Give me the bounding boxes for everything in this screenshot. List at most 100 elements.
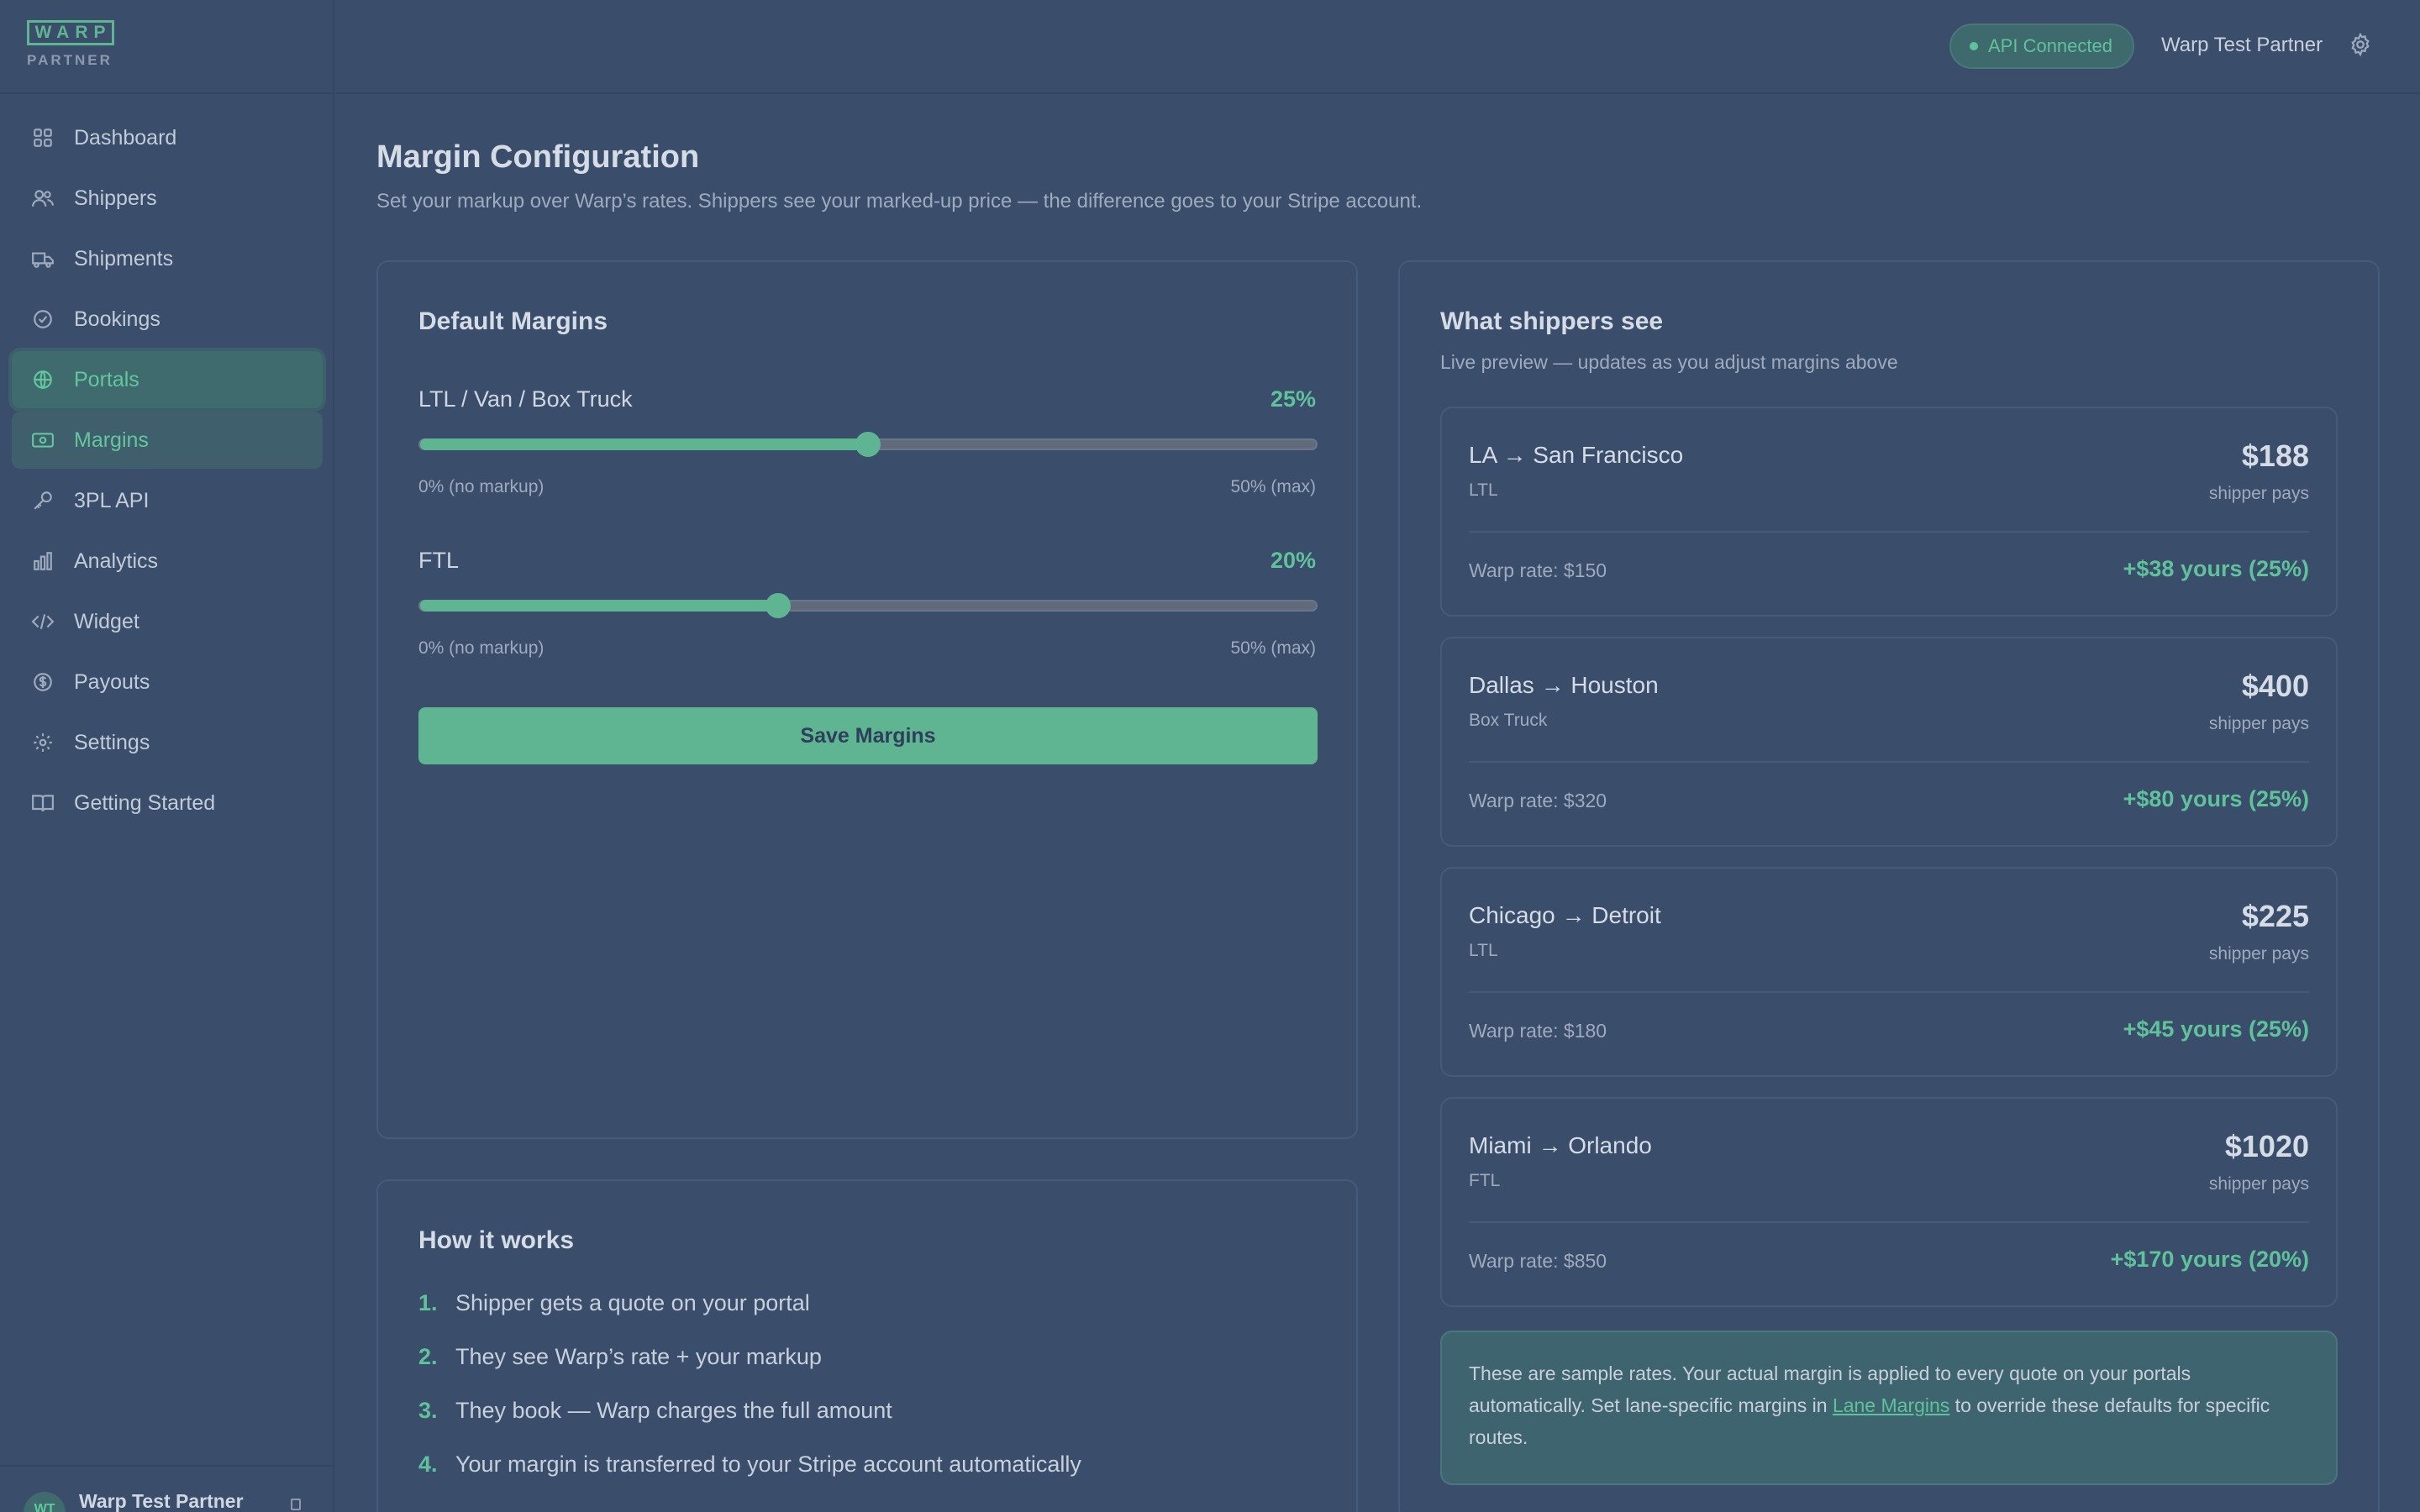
- slider-thumb[interactable]: [765, 593, 792, 618]
- range-min-label: 0% (no markup): [418, 477, 544, 496]
- ltl-margin-slider[interactable]: [418, 432, 1318, 457]
- sidebar-item-label: Shippers: [74, 186, 157, 210]
- sidebar-item-label: Shipments: [74, 246, 174, 270]
- sidebar-item-shipments[interactable]: Shipments: [12, 230, 323, 287]
- route-price-caption: shipper pays: [2208, 944, 2309, 963]
- ftl-margin-label: FTL: [418, 548, 460, 573]
- sidebar-item-settings[interactable]: Settings: [12, 714, 323, 771]
- steps-list: 1. Shipper gets a quote on your portal 2…: [418, 1290, 1081, 1505]
- list-item: 4. Your margin is transferred to your St…: [418, 1452, 1081, 1505]
- route-card: Miami → Orlando FTL $1020 shipper pays W…: [1440, 1097, 2338, 1307]
- step-text: They book — Warp charges the full amount: [455, 1398, 892, 1423]
- book-icon: [30, 790, 55, 816]
- route-type: LTL: [1469, 480, 1498, 500]
- sidebar-item-shippers[interactable]: Shippers: [12, 170, 323, 227]
- route-type: FTL: [1469, 1171, 1501, 1190]
- your-margin: +$80 yours (25%): [2123, 786, 2309, 811]
- sidebar-item-widget[interactable]: Widget: [12, 593, 323, 650]
- code-icon: [30, 609, 55, 634]
- sample-rates-note: These are sample rates. Your actual marg…: [1440, 1331, 2338, 1485]
- sidebar-item-bookings[interactable]: Bookings: [12, 291, 323, 348]
- route-price-caption: shipper pays: [2208, 484, 2309, 503]
- step-text: Your margin is transferred to your Strip…: [455, 1452, 1081, 1477]
- sidebar-item-label: Dashboard: [74, 125, 177, 150]
- logo[interactable]: WARP PARTNER: [27, 20, 114, 69]
- sidebar-item-portals[interactable]: Portals: [12, 351, 323, 408]
- ltl-margin-label: LTL / Van / Box Truck: [418, 386, 633, 412]
- shipper-preview-card: What shippers see Live preview — updates…: [1398, 260, 2380, 1512]
- sidebar-item-label: Margins: [74, 428, 149, 452]
- user-name: Warp Test Partner: [79, 1490, 244, 1512]
- card-title: What shippers see: [1440, 307, 1664, 335]
- sidebar-item-label: Bookings: [74, 307, 160, 331]
- step-number: 2.: [418, 1344, 438, 1369]
- lane-margins-link[interactable]: Lane Margins: [1832, 1394, 1950, 1416]
- your-margin: +$38 yours (25%): [2123, 556, 2309, 581]
- sidebar-item-3pl-api[interactable]: 3PL API: [12, 472, 323, 529]
- banknote-icon: [30, 428, 55, 453]
- route-type: LTL: [1469, 941, 1498, 960]
- note-text: These are sample rates. Your actual marg…: [1469, 1362, 2191, 1416]
- warp-rate: Warp rate: $320: [1469, 790, 1607, 811]
- sidebar-item-label: Settings: [74, 730, 150, 754]
- logo-wordmark: WARP: [27, 20, 114, 45]
- ltl-margin-value: 25%: [1270, 386, 1316, 412]
- users-icon: [30, 186, 55, 211]
- step-text: Shipper gets a quote on your portal: [455, 1290, 810, 1315]
- avatar: WT: [24, 1492, 66, 1512]
- bar-chart-icon: [30, 549, 55, 574]
- ftl-margin-value: 20%: [1270, 548, 1316, 573]
- sidebar-item-label: 3PL API: [74, 488, 150, 512]
- card-title: Default Margins: [418, 307, 608, 335]
- divider: [1469, 761, 2309, 763]
- how-it-works-card: How it works 1. Shipper gets a quote on …: [376, 1179, 1358, 1512]
- gear-icon: [30, 730, 55, 755]
- slider-fill: [420, 600, 779, 612]
- logo-subtitle: PARTNER: [27, 52, 113, 68]
- sidebar-item-analytics[interactable]: Analytics: [12, 533, 323, 590]
- user-menu-icon: [291, 1499, 301, 1510]
- globe-icon: [30, 367, 55, 392]
- route-name: Miami → Orlando: [1469, 1132, 1652, 1158]
- divider: [1469, 1221, 2309, 1223]
- route-price-caption: shipper pays: [2208, 714, 2309, 733]
- grid-icon: [30, 125, 55, 150]
- card-subtitle: Live preview — updates as you adjust mar…: [1440, 351, 1898, 373]
- sidebar-item-payouts[interactable]: Payouts: [12, 654, 323, 711]
- your-margin: +$45 yours (25%): [2123, 1016, 2309, 1042]
- sidebar: WARP PARTNER Dashboard Shippers Shipment…: [0, 0, 334, 1512]
- sidebar-item-margins[interactable]: Margins: [12, 412, 323, 469]
- page-subtitle: Set your markup over Warp’s rates. Shipp…: [376, 190, 1423, 213]
- user-menu[interactable]: WT Warp Test Partner: [0, 1465, 334, 1512]
- api-status-label: API Connected: [1988, 35, 2112, 56]
- route-price: $400: [2241, 669, 2309, 703]
- list-item: 1. Shipper gets a quote on your portal: [418, 1290, 1081, 1344]
- route-card: LA → San Francisco LTL $188 shipper pays…: [1440, 407, 2338, 617]
- step-text: They see Warp’s rate + your markup: [455, 1344, 822, 1369]
- divider: [1469, 991, 2309, 993]
- sidebar-nav: Dashboard Shippers Shipments Bookings Po…: [12, 109, 323, 835]
- settings-gear-icon[interactable]: [2348, 32, 2375, 59]
- ftl-margin-slider[interactable]: [418, 593, 1318, 618]
- sidebar-divider: [0, 92, 334, 94]
- range-max-label: 50% (max): [1230, 477, 1316, 496]
- page-title: Margin Configuration: [376, 139, 700, 175]
- save-margins-button[interactable]: Save Margins: [418, 707, 1318, 764]
- key-icon: [30, 488, 55, 513]
- step-number: 3.: [418, 1398, 438, 1423]
- card-title: How it works: [418, 1226, 575, 1254]
- top-bar: API Connected Warp Test Partner: [336, 0, 2420, 94]
- route-name: LA → San Francisco: [1469, 442, 1684, 468]
- slider-thumb[interactable]: [855, 432, 881, 457]
- route-price: $188: [2241, 438, 2309, 473]
- slider-fill: [420, 438, 868, 450]
- step-number: 4.: [418, 1452, 438, 1477]
- sidebar-item-label: Analytics: [74, 549, 159, 573]
- sidebar-item-getting-started[interactable]: Getting Started: [12, 774, 323, 832]
- sidebar-item-label: Payouts: [74, 669, 150, 694]
- route-name: Dallas → Houston: [1469, 672, 1659, 698]
- route-price-caption: shipper pays: [2208, 1174, 2309, 1194]
- list-item: 2. They see Warp’s rate + your markup: [418, 1344, 1081, 1398]
- sidebar-item-dashboard[interactable]: Dashboard: [12, 109, 323, 166]
- default-margins-card: Default Margins LTL / Van / Box Truck 25…: [376, 260, 1358, 1139]
